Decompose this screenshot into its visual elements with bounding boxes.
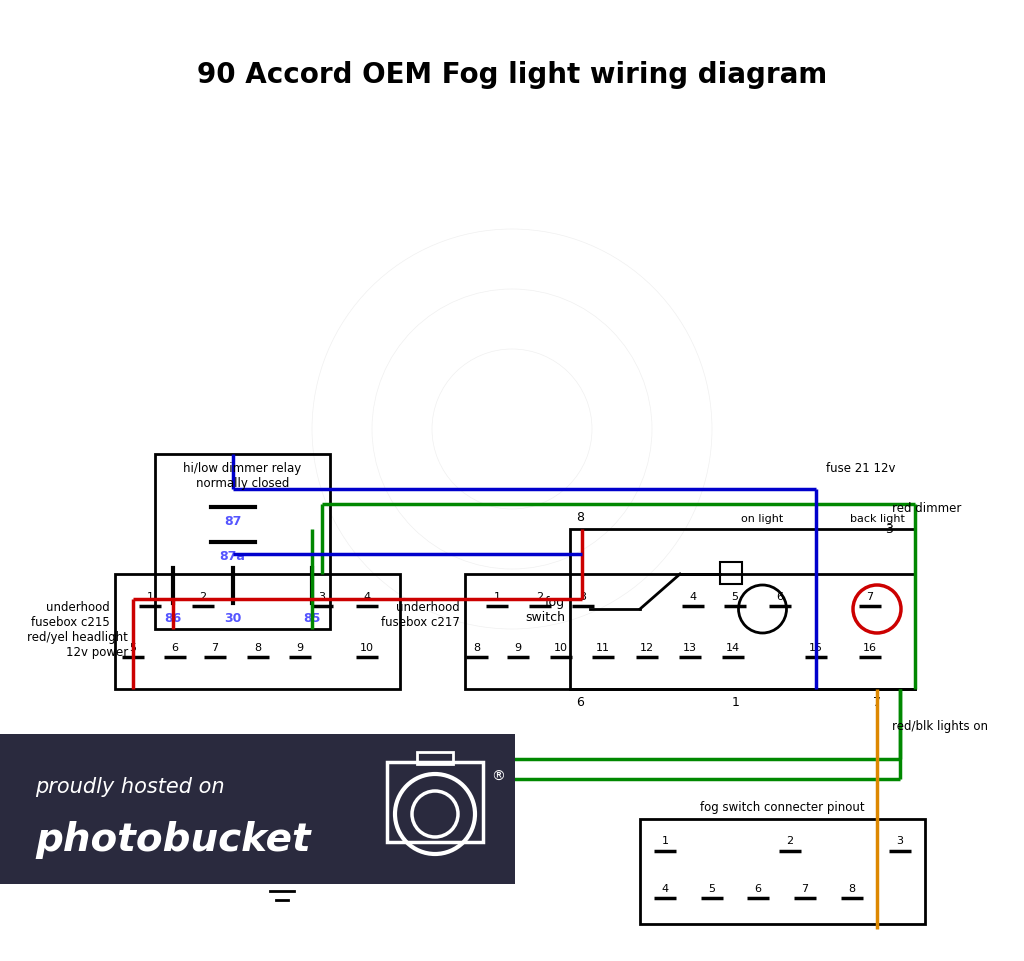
Text: fog lights: fog lights bbox=[297, 862, 355, 875]
Text: red dimmer: red dimmer bbox=[892, 502, 962, 514]
Text: hi/low dimmer relay
normally closed: hi/low dimmer relay normally closed bbox=[183, 461, 302, 489]
Circle shape bbox=[360, 814, 400, 854]
Text: fog
switch: fog switch bbox=[525, 596, 565, 624]
Text: 13: 13 bbox=[683, 642, 697, 653]
Text: 7: 7 bbox=[873, 695, 881, 708]
Text: 12: 12 bbox=[640, 642, 654, 653]
Bar bbox=[720, 562, 742, 584]
Text: 3: 3 bbox=[580, 592, 587, 602]
Text: 87: 87 bbox=[224, 515, 242, 528]
Circle shape bbox=[252, 814, 292, 854]
Text: 8: 8 bbox=[849, 883, 856, 893]
Text: 4: 4 bbox=[662, 883, 669, 893]
Text: 6: 6 bbox=[776, 592, 783, 602]
Text: 16: 16 bbox=[863, 642, 877, 653]
Text: 7: 7 bbox=[802, 883, 809, 893]
Bar bbox=[417, 752, 453, 764]
Text: fog switch connecter pinout: fog switch connecter pinout bbox=[700, 801, 865, 813]
Text: 2: 2 bbox=[537, 592, 544, 602]
Text: 3: 3 bbox=[896, 836, 903, 846]
Text: underhood
fusebox c217: underhood fusebox c217 bbox=[381, 601, 460, 628]
Text: on light: on light bbox=[741, 513, 783, 524]
Text: 90 Accord OEM Fog light wiring diagram: 90 Accord OEM Fog light wiring diagram bbox=[197, 61, 827, 89]
Text: 6: 6 bbox=[171, 642, 178, 653]
Bar bbox=[570, 530, 915, 689]
Bar bbox=[465, 575, 915, 689]
Text: 1: 1 bbox=[662, 836, 669, 846]
Text: 9: 9 bbox=[296, 642, 303, 653]
Text: 1: 1 bbox=[494, 592, 501, 602]
Bar bbox=[640, 819, 925, 924]
Text: 6: 6 bbox=[755, 883, 762, 893]
Text: 30: 30 bbox=[224, 612, 242, 625]
Text: 8: 8 bbox=[575, 510, 584, 524]
Text: 5: 5 bbox=[129, 642, 136, 653]
Text: 1: 1 bbox=[146, 592, 154, 602]
Text: 15: 15 bbox=[809, 642, 823, 653]
Text: 10: 10 bbox=[554, 642, 568, 653]
Text: 8: 8 bbox=[473, 642, 480, 653]
Text: 10: 10 bbox=[360, 642, 374, 653]
Text: underhood
fusebox c215: underhood fusebox c215 bbox=[32, 601, 110, 628]
Text: 2: 2 bbox=[786, 836, 794, 846]
Text: 7: 7 bbox=[211, 642, 218, 653]
Text: 2: 2 bbox=[200, 592, 207, 602]
Text: red/yel headlight
12v power: red/yel headlight 12v power bbox=[27, 630, 128, 658]
Text: 6: 6 bbox=[577, 695, 584, 708]
Text: 86: 86 bbox=[165, 612, 181, 625]
Text: photobucket: photobucket bbox=[35, 820, 310, 858]
Text: red/blk lights on: red/blk lights on bbox=[892, 719, 988, 732]
Text: 7: 7 bbox=[866, 592, 873, 602]
Text: 8: 8 bbox=[254, 642, 261, 653]
Text: 4: 4 bbox=[364, 592, 371, 602]
Text: back light: back light bbox=[850, 513, 904, 524]
Text: 1: 1 bbox=[732, 695, 739, 708]
Text: 14: 14 bbox=[726, 642, 740, 653]
Text: 87a: 87a bbox=[219, 550, 246, 563]
Bar bbox=[155, 455, 330, 629]
Bar bbox=[387, 762, 483, 842]
Text: 3: 3 bbox=[885, 523, 893, 535]
Text: 11: 11 bbox=[596, 642, 610, 653]
Bar bbox=[115, 575, 400, 689]
Text: 5: 5 bbox=[731, 592, 738, 602]
Text: 4: 4 bbox=[689, 592, 696, 602]
Bar bbox=[0, 734, 515, 884]
Text: 9: 9 bbox=[514, 642, 521, 653]
Text: 3: 3 bbox=[318, 592, 326, 602]
Text: 85: 85 bbox=[303, 612, 321, 625]
Text: 5: 5 bbox=[709, 883, 716, 893]
Text: fuse 21 12v: fuse 21 12v bbox=[826, 461, 896, 475]
Text: ®: ® bbox=[492, 769, 505, 783]
Text: proudly hosted on: proudly hosted on bbox=[35, 776, 224, 796]
